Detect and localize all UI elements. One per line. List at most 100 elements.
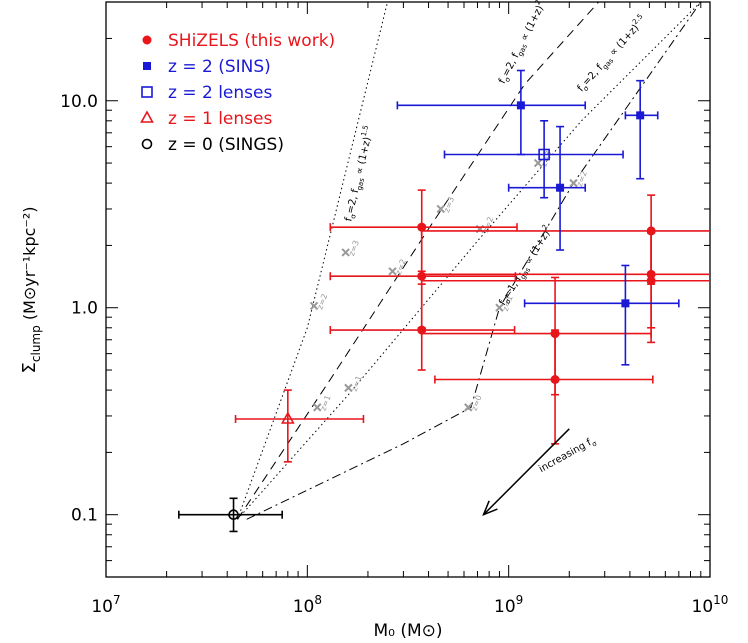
data-point [523, 264, 680, 366]
track-redshift-label: z=2 [315, 293, 329, 311]
marker-open-triangle [140, 110, 154, 123]
model-tracks: z=2z=3fσ=2, fgas ∝ (1+z)1.5z=1z=2z=3fσ=2… [237, 0, 702, 520]
marker-open-square [538, 148, 550, 161]
track-redshift-marker [344, 383, 353, 393]
track-redshift-marker [495, 303, 504, 312]
legend-label: z = 0 (SINGS) [168, 135, 284, 155]
track-label-exp: 1.5 [360, 124, 370, 137]
y-axis-label-sigma: Σ [19, 362, 40, 373]
x-tick-label-base: 10 [293, 597, 315, 617]
marker-filled-square [621, 299, 630, 308]
annotation-arrow-head [482, 500, 498, 517]
marker-open-triangle [280, 411, 295, 424]
increasing-f-annotation: increasing fσ [482, 428, 599, 517]
data-series [178, 69, 710, 533]
legend-label: z = 2 (SINS) [168, 57, 271, 77]
plot-frame [105, 1, 711, 578]
legend: SHiZELS (this work) z = 2 (SINS) z = 2 len… [140, 31, 335, 155]
x-tick-label: 109 [494, 593, 523, 617]
track-label-sigma: σ [503, 75, 512, 83]
marker-filled-circle [646, 276, 656, 286]
y-axis-label: Σclump (M⊙yr⁻¹kpc⁻²) [19, 207, 43, 374]
marker-filled-square [516, 101, 525, 110]
track-label: fσ=2, fgas ∝ (1+z)1.5 [340, 124, 378, 223]
track-redshift-label: z=3 [347, 239, 361, 257]
annotation-text: increasing fσ [537, 435, 599, 477]
track-redshift-label: z=3 [540, 150, 554, 168]
x-tick-label-exp: 7 [113, 593, 121, 607]
track-label-sigma: σ [504, 297, 513, 305]
data-point [420, 232, 710, 344]
data-point [624, 79, 659, 180]
track-label-exp: 2 [534, 0, 543, 6]
data-point [420, 276, 652, 396]
track-label-f: f [497, 298, 508, 307]
legend-label: z = 1 lenses [168, 109, 272, 129]
track-label-formula: ∝ (1+z) [517, 4, 546, 46]
annotation-text-sub: σ [591, 439, 599, 448]
data-point [434, 329, 654, 445]
y-tick-label: 0.1 [71, 506, 98, 526]
legend-entry: z = 2 lenses [141, 83, 272, 103]
annotation-arrow-shaft [482, 428, 570, 516]
track-label-f: f [497, 77, 509, 86]
data-point [329, 224, 517, 329]
marker-filled-circle [550, 374, 560, 384]
x-axis-label: M₀ (M⊙) [373, 621, 442, 641]
x-tick-label-base: 10 [692, 597, 714, 617]
track-label-mid: =2, f [345, 188, 361, 215]
y-tick-label: 1.0 [71, 299, 98, 319]
marker-filled-circle [142, 35, 152, 45]
track-redshift-label: z=1 [350, 374, 364, 392]
track-label-f: f [576, 84, 587, 94]
track-redshift-marker [388, 267, 397, 276]
track-redshift-label: z=3 [442, 196, 456, 214]
legend-label: z = 2 lenses [168, 83, 272, 103]
track-label-exp: 2 [541, 223, 550, 231]
track-label-sigma: σ [349, 213, 358, 220]
track-label-f: f [343, 216, 355, 222]
track-redshift-marker [464, 403, 473, 412]
track-redshift-marker [436, 204, 445, 214]
track-redshift-marker [533, 158, 543, 168]
data-point [396, 69, 587, 156]
track-redshift-label: z=0 [470, 394, 484, 412]
legend-entry: z = 2 (SINS) [143, 57, 271, 77]
data-point [507, 125, 587, 251]
track-redshift-marker [341, 248, 350, 257]
track-redshift-marker [309, 301, 319, 311]
x-tick-label-base: 10 [494, 597, 516, 617]
x-tick-label: 107 [91, 593, 120, 617]
track-label: fσ=2, fgas ∝ (1+z)2.5 [573, 12, 650, 95]
track-redshift-label: z=2 [394, 258, 408, 276]
x-tick-label-exp: 9 [516, 593, 524, 607]
track-label-formula: ∝ (1+z) [521, 228, 552, 269]
data-point [420, 194, 710, 285]
x-tick-label: 1010 [692, 593, 729, 617]
track-redshift-label: z=1 [319, 394, 333, 412]
track-redshift-marker [313, 403, 322, 412]
track-label: fσ=2, fgas ∝ (1+z)2 [494, 0, 549, 87]
data-point [178, 497, 283, 533]
model-track-line [237, 1, 702, 520]
data-point [329, 283, 516, 371]
marker-open-square [141, 86, 153, 98]
track-label-gas: gas [356, 177, 367, 191]
track-label-formula: ∝ (1+z) [353, 136, 373, 179]
legend-label: SHiZELS (this work) [168, 31, 335, 51]
y-tick-label: 10.0 [60, 92, 98, 112]
model-track-line [237, 1, 600, 520]
model-track-line [246, 1, 702, 520]
data-point [234, 389, 365, 463]
track-label: fσ=1, fgas ∝ (1+z)2 [495, 223, 557, 308]
track-redshift-label: z=2 [575, 170, 589, 188]
y-axis-label-sub: clump [29, 325, 43, 362]
x-tick-label-exp: 8 [314, 593, 322, 607]
x-tick-label-base: 10 [91, 597, 113, 617]
marker-filled-square [556, 183, 565, 192]
marker-filled-square [636, 111, 645, 120]
marker-filled-square [143, 62, 151, 70]
legend-entry: z = 0 (SINGS) [141, 135, 284, 155]
